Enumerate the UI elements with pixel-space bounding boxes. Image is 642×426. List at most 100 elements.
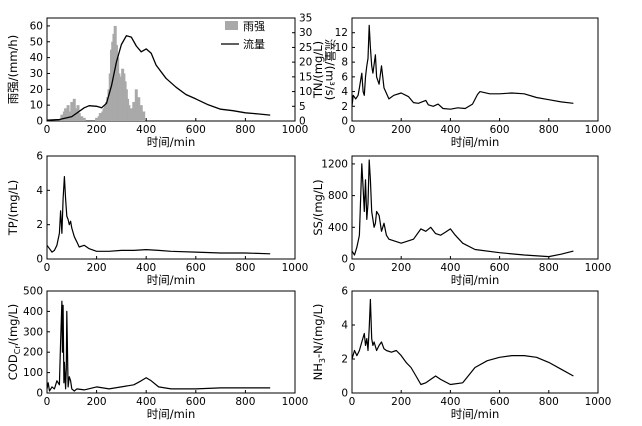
- x-tick-label: 600: [186, 124, 206, 136]
- y2-tick-label: 0: [299, 116, 306, 128]
- x-tick-label: 1000: [585, 396, 612, 408]
- x-tick-label: 600: [186, 396, 206, 408]
- y-tick-label: 0: [341, 254, 348, 266]
- y2-tick-label: 5: [299, 101, 306, 113]
- series-line: [351, 24, 574, 110]
- rain-bar: [134, 89, 138, 121]
- panel-ss: 0 200 400 600 800 1000 0 400 800 1200 时间/min SS/(mg…: [311, 155, 612, 287]
- y-tick-label: 20: [30, 84, 43, 96]
- y-tick-label: 2: [36, 219, 43, 231]
- x-tick-label: 600: [186, 262, 206, 274]
- x-tick-label: 200: [87, 262, 107, 274]
- y-axis-label: TP/(mg/L): [6, 180, 20, 237]
- y-tick-label: 800: [328, 190, 348, 202]
- x-tick-label: 400: [440, 396, 460, 408]
- x-tick-label: 0: [44, 396, 51, 408]
- x-tick-label: 600: [490, 396, 510, 408]
- x-tick-label: 0: [349, 124, 356, 136]
- rain-bar: [64, 108, 68, 121]
- x-tick-label: 400: [136, 124, 156, 136]
- x-tick-label: 200: [391, 124, 411, 136]
- y-tick-label: 10: [30, 100, 43, 112]
- x-tick-label: 400: [136, 262, 156, 274]
- x-tick-label: 800: [235, 396, 255, 408]
- y-tick-label: 0: [36, 254, 43, 266]
- rain-bar: [139, 105, 143, 121]
- legend-swatch-bar: [225, 21, 238, 30]
- y-tick-label: 400: [328, 222, 348, 234]
- y-axis-label: NH3-N/(mg/L): [311, 304, 327, 381]
- x-tick-label: 400: [440, 262, 460, 274]
- x-axis-label: 时间/min: [451, 135, 500, 149]
- rain-bar: [77, 113, 81, 121]
- rain-bar: [129, 108, 133, 121]
- legend-label-flow: 流量: [243, 37, 265, 51]
- x-tick-label: 200: [87, 124, 107, 136]
- x-tick-label: 600: [490, 262, 510, 274]
- y-tick-label: 0: [341, 116, 348, 128]
- x-tick-label: 800: [539, 396, 559, 408]
- y-axis-label-subscript: 3: [318, 358, 327, 363]
- y-tick-label: 12: [335, 27, 348, 39]
- y-tick-label: 400: [23, 306, 43, 318]
- y-axis-label-main: COD: [6, 354, 20, 380]
- x-tick-label: 1000: [585, 262, 612, 274]
- panel-nh3n: 0 200 400 600 800 1000 0 2 4 6 时间/min NH3-N/(mg/L): [311, 286, 611, 422]
- x-axis-label: 时间/min: [451, 273, 500, 287]
- y2-tick-label: 20: [299, 57, 312, 69]
- y2-tick-label: 15: [299, 71, 312, 83]
- x-axis-label: 时间/min: [147, 273, 196, 287]
- rain-bar: [142, 111, 146, 121]
- rain-bar: [60, 114, 64, 121]
- y-axis-label-suffix: /(mg/L): [6, 304, 20, 346]
- rain-bar: [66, 105, 70, 121]
- y-axis-label-suffix: -N/(mg/L): [311, 304, 325, 358]
- plot-frame: [351, 290, 599, 394]
- y-tick-label: 2: [341, 354, 348, 366]
- y-tick-label: 6: [36, 151, 43, 163]
- y-tick-label: 60: [30, 20, 43, 32]
- y-axis-label-main: NH: [311, 363, 325, 380]
- y2-tick-label: 30: [299, 27, 312, 39]
- y-tick-label: 500: [23, 286, 43, 298]
- y2-axis-label: 流量/(m³/s): [323, 39, 337, 101]
- legend-label-rain: 雨强: [243, 20, 265, 33]
- x-tick-label: 800: [235, 124, 255, 136]
- x-tick-label: 1000: [282, 262, 309, 274]
- panel-cod: 0 200 400 600 800 1000 0 100 200 300 400 500 时间/min C…: [6, 286, 308, 422]
- y-tick-label: 8: [341, 57, 348, 69]
- x-tick-label: 0: [44, 124, 51, 136]
- y-tick-label: 40: [30, 52, 43, 64]
- rain-bar: [80, 116, 84, 121]
- y-tick-label: 200: [23, 347, 43, 359]
- y-tick-label: 6: [341, 286, 348, 298]
- panel-rain_flow: 0 200 400 600 800 10000102030405060时间/min雨强/(…: [6, 13, 337, 150]
- x-tick-label: 0: [44, 262, 51, 274]
- y-tick-label: 0: [36, 388, 43, 400]
- y-tick-label: 2: [341, 101, 348, 113]
- plot-frame: [351, 155, 599, 260]
- series-line: [351, 298, 574, 386]
- y2-tick-label: 25: [299, 42, 312, 54]
- plot-frame: [46, 290, 296, 394]
- rain-bar: [127, 105, 131, 121]
- y-tick-label: 10: [335, 42, 348, 54]
- x-tick-label: 600: [490, 124, 510, 136]
- y-tick-label: 100: [23, 367, 43, 379]
- flow-line: [46, 35, 271, 121]
- x-tick-label: 1000: [282, 396, 309, 408]
- y-axis-label: 雨强/(mm/h): [6, 35, 20, 104]
- x-tick-label: 1000: [282, 124, 309, 136]
- plot-frame: [351, 17, 599, 122]
- x-axis-label: 时间/min: [147, 407, 196, 421]
- y-tick-label: 6: [341, 71, 348, 83]
- y-tick-label: 0: [341, 388, 348, 400]
- rain-bar: [82, 117, 86, 121]
- y-tick-label: 30: [30, 68, 43, 80]
- x-tick-label: 200: [87, 396, 107, 408]
- x-tick-label: 800: [235, 262, 255, 274]
- y-tick-label: 4: [341, 320, 348, 332]
- x-axis-label: 时间/min: [451, 407, 500, 421]
- x-tick-label: 0: [349, 262, 356, 274]
